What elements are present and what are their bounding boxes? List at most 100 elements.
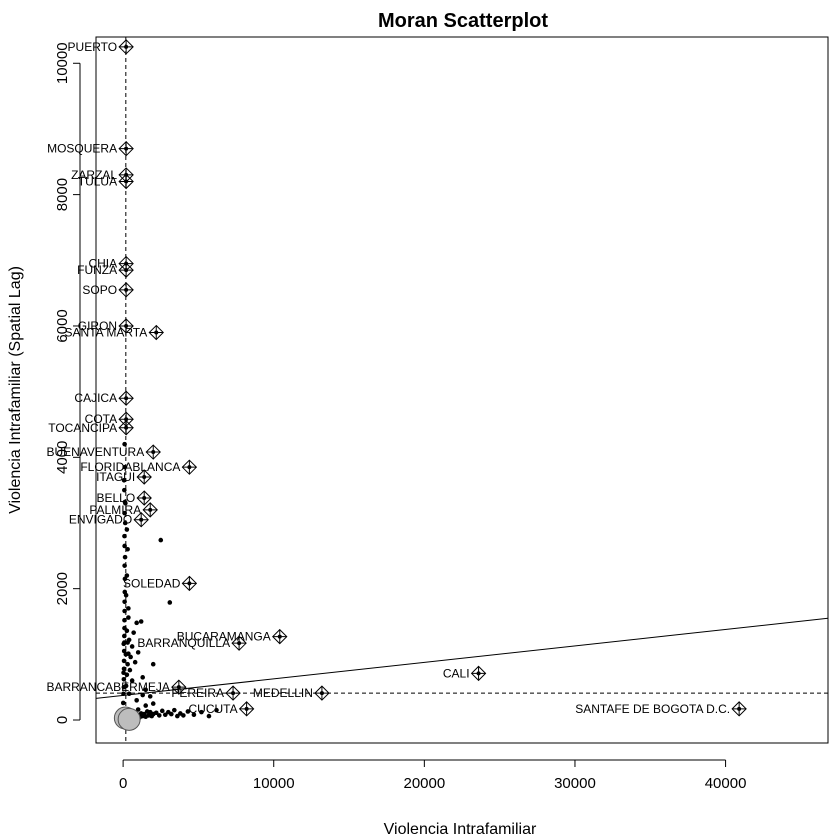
point-label: BELLO (96, 491, 135, 505)
point-label: BUCARAMANGA (177, 630, 271, 644)
x-axis-label: Violencia Intrafamiliar (384, 821, 537, 838)
data-point (140, 692, 145, 698)
data-point (148, 507, 153, 512)
data-point (122, 633, 127, 639)
data-point (169, 711, 174, 717)
data-point (123, 683, 129, 689)
point-label: ITAGUI (96, 470, 135, 484)
regression-line-segment (95, 617, 829, 699)
data-point (125, 546, 130, 552)
diamond-marker (142, 502, 158, 518)
chart-title: Moran Scatterplot (378, 10, 548, 32)
data-point (135, 707, 141, 712)
data-point (124, 44, 129, 49)
data-point (124, 573, 130, 578)
labeled-points: SANTAFE DE BOGOTA D.C. CALI MEDELLIN BUCARA… (46, 39, 747, 717)
x-tick-label: 30000 (554, 775, 596, 792)
data-point (187, 581, 192, 586)
data-point (134, 698, 139, 703)
diamond-marker (148, 324, 164, 341)
data-point (121, 691, 126, 697)
data-point (121, 666, 127, 672)
data-point (154, 330, 159, 335)
data-point (122, 617, 127, 623)
influence-markers (113, 706, 141, 731)
data-point (122, 608, 127, 614)
data-point (150, 701, 156, 706)
x-tick-label: 40000 (705, 775, 747, 792)
data-point (121, 658, 127, 664)
data-point (158, 537, 164, 543)
data-point (187, 465, 192, 470)
y-tick-label: 0 (54, 716, 71, 724)
data-point (125, 661, 130, 667)
data-point (131, 630, 136, 635)
data-point (737, 706, 742, 711)
data-point (143, 687, 149, 693)
x-tick-label: 20000 (403, 775, 445, 792)
data-point (122, 441, 127, 447)
data-point (156, 713, 162, 718)
data-point (121, 676, 127, 682)
point-label: CALI (443, 666, 470, 680)
data-point (124, 396, 129, 401)
data-point (244, 706, 249, 711)
mean-reference-lines (96, 37, 828, 743)
point-label: FUNZA (77, 263, 117, 277)
point-label: BARRANCABERMEJA (46, 680, 169, 694)
data-point (142, 496, 147, 501)
data-point (124, 417, 129, 422)
data-point (123, 500, 128, 506)
point-label: PEREIRA (171, 686, 224, 700)
x-tick-label: 10000 (253, 775, 295, 792)
data-point (124, 268, 129, 273)
point-label: FLORIDABLANCA (80, 460, 180, 474)
data-point (124, 179, 129, 184)
data-point (277, 634, 282, 639)
data-point (124, 323, 129, 328)
point-label: MOSQUERA (47, 142, 117, 156)
point-label: CUCUTA (189, 702, 238, 716)
diamond-marker (118, 420, 134, 436)
data-point (476, 671, 481, 676)
diamond-marker (231, 635, 247, 651)
data-point (127, 667, 133, 673)
data-point (126, 637, 132, 643)
x-tick-label: 0 (119, 775, 127, 792)
data-point (153, 710, 159, 716)
data-point (124, 425, 129, 430)
diamond-marker (171, 679, 187, 695)
data-point (151, 450, 156, 455)
influence-circle-marker (117, 707, 141, 731)
x-axis: 0 10000 20000 30000 40000 (119, 759, 747, 792)
point-label: PALMIRA (89, 503, 141, 517)
data-point (124, 628, 130, 633)
data-point (140, 675, 145, 680)
data-point (124, 527, 130, 532)
diamond-marker (118, 140, 134, 157)
data-point (122, 520, 128, 526)
data-point (214, 707, 219, 713)
data-point (138, 619, 144, 624)
y-tick-label: 2000 (54, 572, 71, 605)
regression-line (95, 617, 829, 699)
data-point (122, 599, 127, 605)
data-point (199, 709, 204, 715)
point-label: GIRON (78, 319, 117, 333)
data-point (231, 691, 236, 696)
data-point (120, 700, 126, 706)
data-point (122, 543, 127, 549)
data-point (237, 641, 242, 646)
data-point (132, 659, 138, 665)
data-point (124, 146, 129, 151)
point-label: BUENAVENTURA (46, 445, 144, 459)
data-point (122, 533, 127, 539)
point-label: PUERTO (68, 40, 118, 54)
point-label: ZARZAL (71, 168, 117, 182)
point-label: CAJICA (74, 391, 117, 405)
data-point (123, 592, 129, 598)
diamond-marker (136, 469, 152, 485)
data-point (122, 554, 128, 560)
point-label: SANTAFE DE BOGOTA D.C. (575, 702, 730, 716)
